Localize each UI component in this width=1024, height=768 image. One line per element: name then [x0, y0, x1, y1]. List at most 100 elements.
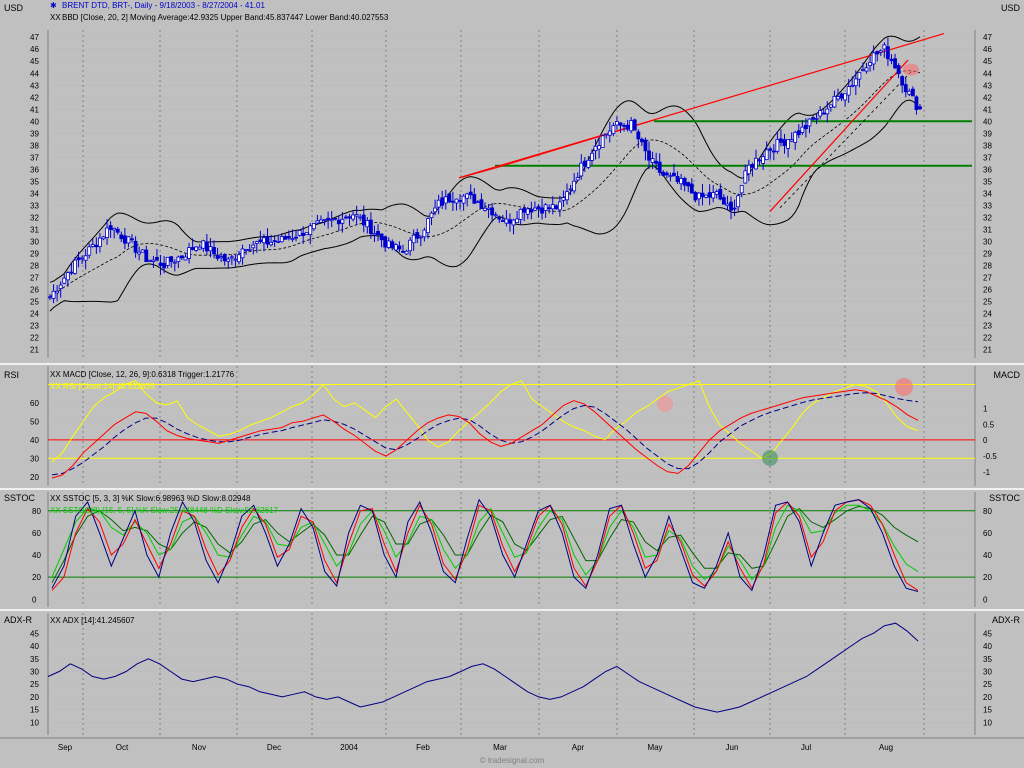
- candle-body: [433, 207, 437, 213]
- candle-body: [333, 217, 338, 220]
- candle-body: [108, 225, 113, 230]
- y-tick-label: 30: [30, 667, 39, 676]
- adx-gridlines: [47, 613, 976, 735]
- candle-body: [700, 192, 705, 198]
- candle-body: [247, 249, 252, 251]
- candle-body: [579, 162, 584, 177]
- price-y-axis-right: 21 22 23 24 25 26 27 28 29 30 31 32 33 34 35 36 37 38 39 40…: [983, 33, 992, 354]
- y-tick-label: 0: [983, 436, 988, 445]
- y-tick-label: 30: [30, 454, 39, 463]
- candle-body: [771, 150, 776, 153]
- y-tick-label: 1: [983, 405, 988, 414]
- candle-body: [262, 237, 266, 244]
- candle-body: [237, 254, 241, 263]
- candle-body: [504, 218, 509, 224]
- y-tick-label: 23: [983, 322, 992, 331]
- x-tick-label: Oct: [116, 743, 129, 752]
- candle-body: [137, 251, 142, 255]
- candle-body: [796, 130, 801, 136]
- candle-body: [508, 219, 512, 224]
- candle-body: [98, 237, 102, 247]
- candle-body: [130, 238, 134, 241]
- y-tick-label: 42: [30, 93, 39, 102]
- y-tick-label: 41: [983, 105, 992, 114]
- macd-line: [51, 389, 919, 479]
- candle-body: [647, 150, 651, 161]
- candle-body: [201, 240, 206, 249]
- price-candles: [48, 37, 922, 304]
- candle-body: [94, 244, 99, 248]
- candle-body: [101, 236, 106, 240]
- candle-body: [593, 145, 598, 152]
- candle-body: [122, 235, 127, 244]
- y-tick-label: 25: [983, 680, 992, 689]
- candle-body: [458, 200, 462, 202]
- adx-y-axis-right: 10 15 20 25 30 35 40 45: [983, 629, 992, 727]
- candle-body: [836, 96, 840, 100]
- candle-body: [861, 69, 865, 71]
- candle-body: [183, 256, 188, 261]
- candle-body: [672, 172, 676, 177]
- candle-body: [689, 183, 694, 194]
- candle-body: [383, 236, 388, 248]
- candle-body: [650, 158, 655, 163]
- y-tick-label: 38: [30, 141, 39, 150]
- candle-body: [326, 217, 331, 220]
- candle-body: [604, 133, 609, 136]
- candle-body: [187, 247, 191, 259]
- y-tick-label: 10: [30, 718, 39, 727]
- price-info-line-2: XX BBD [Close, 20, 2] Moving Average:42.…: [50, 13, 389, 22]
- y-tick-label: 0.5: [983, 420, 995, 429]
- adx-panel[interactable]: ADX-R ADX-R 10 15 20 25 30 35 40 45 10 15 20 25 30 3…: [4, 613, 1020, 735]
- y-tick-label: 30: [983, 237, 992, 246]
- candle-body: [500, 220, 505, 222]
- price-right-unit-label: USD: [1001, 3, 1021, 13]
- sstoc-panel[interactable]: SSTOC SSTOC 0 20 40 60 80 0 20 40 60 80 XX SSTOC…: [4, 492, 1020, 607]
- candle-body: [301, 232, 306, 236]
- candle-body: [404, 250, 409, 255]
- candle-body: [151, 259, 156, 262]
- trendline-segment: [459, 167, 496, 179]
- bbd-marker: XX: [50, 13, 61, 22]
- candle-body: [843, 93, 848, 101]
- price-panel[interactable]: USD USD 21 22 23 24 25 26 27 28 29 30 31 32 33 34 35 36…: [4, 1, 1020, 358]
- adx-line: [47, 622, 919, 713]
- sstoc-left-label: SSTOC: [4, 493, 35, 503]
- candle-body: [451, 200, 455, 203]
- rsi-y-axis-left: 20 30 40 50 60: [30, 399, 39, 482]
- candle-body: [344, 216, 348, 219]
- instrument-marker-icon: ✱: [50, 1, 57, 10]
- candle-body: [308, 225, 313, 235]
- candle-body: [454, 198, 459, 204]
- candle-body: [204, 241, 209, 252]
- candle-body: [607, 130, 612, 136]
- y-tick-label: 26: [983, 286, 992, 295]
- sstoc-lines: [51, 498, 919, 592]
- y-tick-label: 21: [983, 346, 992, 355]
- rsi-macd-panel[interactable]: RSI MACD 20 30 40 50 60 1 0.5 0 -0.5 -1 XX MACD …: [4, 366, 1020, 486]
- x-tick-label: 2004: [340, 743, 358, 752]
- y-tick-label: 28: [983, 261, 992, 270]
- candle-body: [162, 262, 166, 269]
- candle-body: [554, 205, 559, 210]
- y-tick-label: 35: [983, 177, 992, 186]
- candle-body: [679, 178, 684, 185]
- y-tick-label: 38: [983, 141, 992, 150]
- projection-line: [779, 70, 913, 209]
- candle-body: [465, 193, 470, 199]
- y-tick-label: 32: [983, 213, 992, 222]
- y-tick-label: 10: [983, 718, 992, 727]
- candle-body: [361, 214, 366, 226]
- candle-body: [418, 236, 423, 239]
- candle-body: [340, 218, 345, 224]
- y-tick-label: 36: [30, 165, 39, 174]
- candle-body: [632, 119, 637, 131]
- bollinger-bands: [49, 35, 921, 312]
- candle-body: [119, 234, 124, 240]
- candle-body: [764, 149, 769, 161]
- candle-body: [436, 199, 441, 208]
- candle-body: [483, 207, 487, 211]
- candle-body: [775, 139, 780, 152]
- x-tick-label: Mar: [493, 743, 507, 752]
